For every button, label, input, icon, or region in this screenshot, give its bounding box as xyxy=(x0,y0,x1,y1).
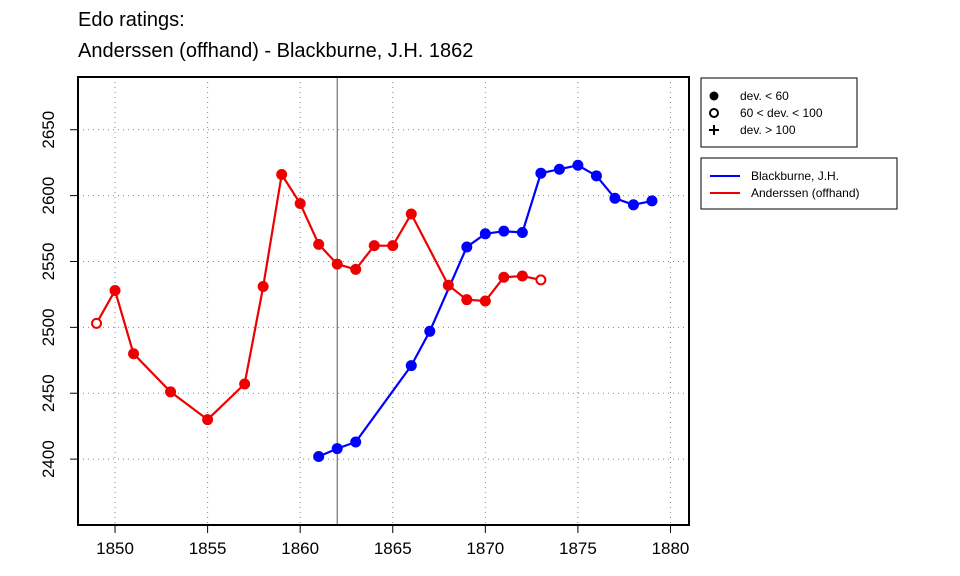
data-point xyxy=(257,281,269,293)
data-point xyxy=(646,195,658,207)
dev-legend-label: dev. > 100 xyxy=(740,123,796,137)
series-line xyxy=(95,171,542,422)
chart-title: Edo ratings: xyxy=(78,9,185,31)
data-point xyxy=(109,284,121,296)
x-tick-label: 1865 xyxy=(374,539,412,558)
series-layer xyxy=(91,159,658,462)
x-tick-label: 1855 xyxy=(189,539,227,558)
dev-legend-label: 60 < dev. < 100 xyxy=(740,106,823,120)
open-circle-icon xyxy=(709,108,719,118)
y-tick-label: 2550 xyxy=(39,243,58,281)
data-point xyxy=(461,294,473,306)
data-point xyxy=(313,238,325,250)
data-point xyxy=(368,240,380,252)
data-point xyxy=(572,159,584,171)
data-point xyxy=(424,325,436,337)
series-legend-box: Blackburne, J.H. Anderssen (offhand) xyxy=(700,157,898,210)
series-legend-label: Anderssen (offhand) xyxy=(751,186,860,200)
chart-subtitle: Anderssen (offhand) - Blackburne, J.H. 1… xyxy=(78,40,474,62)
data-point xyxy=(276,169,288,181)
series-legend-frame xyxy=(700,157,898,210)
data-point xyxy=(202,414,214,426)
filled-circle-icon xyxy=(709,91,719,101)
data-point xyxy=(405,208,417,220)
data-point xyxy=(590,170,602,182)
data-point xyxy=(516,270,528,282)
y-tick-label: 2450 xyxy=(39,374,58,412)
data-point xyxy=(387,240,399,252)
data-point xyxy=(331,258,343,270)
data-point xyxy=(479,228,491,240)
data-point xyxy=(516,226,528,238)
dev-legend-box: dev. < 60 60 < dev. < 100 dev. > 100 xyxy=(700,77,858,148)
data-point xyxy=(627,199,639,211)
data-point xyxy=(553,163,565,175)
data-point xyxy=(350,263,362,275)
data-point xyxy=(313,450,325,462)
series-line xyxy=(318,164,653,458)
data-point xyxy=(498,271,510,283)
data-point xyxy=(128,348,140,360)
dev-legend-frame xyxy=(700,77,858,148)
data-point xyxy=(442,279,454,291)
y-tick-label: 2500 xyxy=(39,308,58,346)
data-point xyxy=(294,197,306,209)
x-tick-label: 1860 xyxy=(281,539,319,558)
data-point xyxy=(331,443,343,455)
data-point xyxy=(350,436,362,448)
dev-legend-label: dev. < 60 xyxy=(740,89,789,103)
grid-layer xyxy=(78,77,689,525)
data-point xyxy=(479,295,491,307)
data-point xyxy=(535,274,547,286)
y-tick-label: 2400 xyxy=(39,440,58,478)
data-point xyxy=(609,192,621,204)
x-tick-label: 1880 xyxy=(652,539,690,558)
data-point xyxy=(405,360,417,372)
data-point xyxy=(165,386,177,398)
series-legend-label: Blackburne, J.H. xyxy=(751,169,839,183)
y-tick-label: 2600 xyxy=(39,177,58,215)
data-point xyxy=(498,225,510,237)
axis-layer: 1850 1855 1860 1865 1870 1875 1880 2400 2450 2500… xyxy=(39,111,689,558)
data-point xyxy=(239,378,251,390)
data-point xyxy=(91,317,103,329)
x-tick-label: 1870 xyxy=(466,539,504,558)
y-tick-label: 2650 xyxy=(39,111,58,149)
plus-icon xyxy=(709,125,719,135)
plot-frame xyxy=(77,76,690,526)
data-point xyxy=(535,167,547,179)
x-tick-label: 1850 xyxy=(96,539,134,558)
data-point xyxy=(461,241,473,253)
x-tick-label: 1875 xyxy=(559,539,597,558)
